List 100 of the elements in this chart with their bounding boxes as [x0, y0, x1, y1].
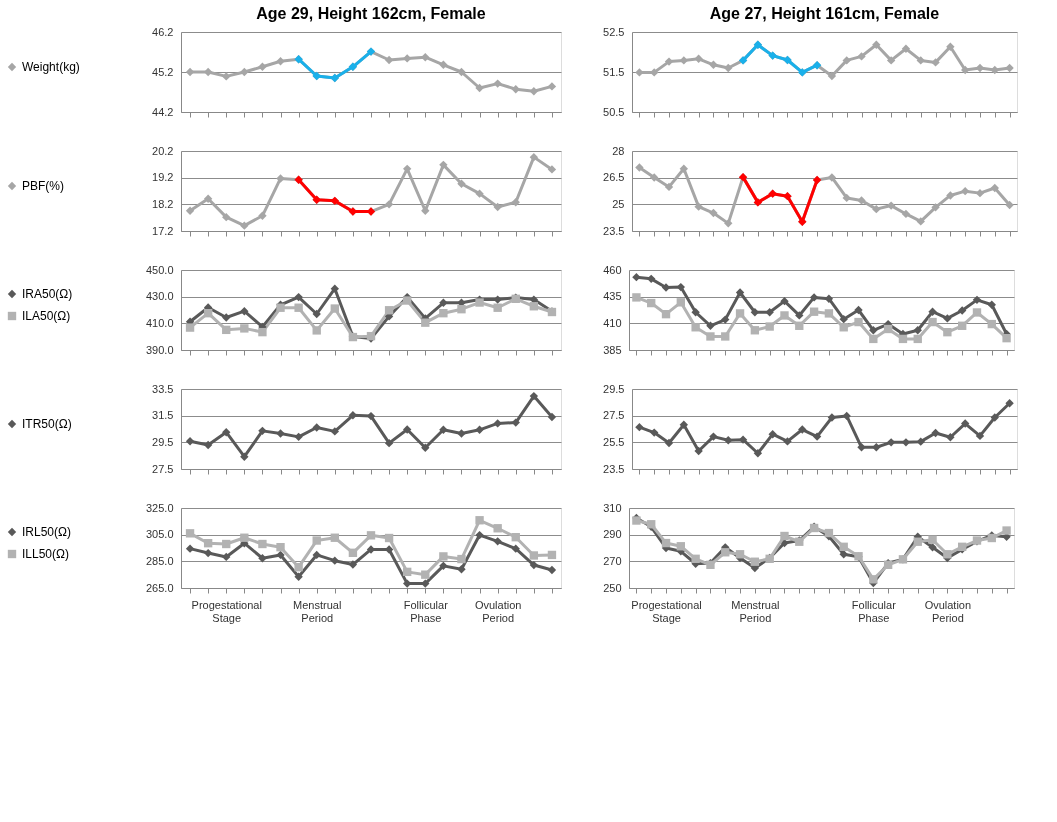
point	[650, 428, 659, 437]
legend-label: IRL50(Ω)	[22, 525, 71, 539]
point	[679, 420, 689, 429]
point	[972, 308, 982, 317]
point	[547, 412, 557, 422]
point	[957, 306, 967, 315]
point	[348, 560, 358, 569]
y-tick-label: 250	[603, 581, 622, 594]
legend-label: IRA50(Ω)	[22, 287, 73, 301]
point	[928, 307, 937, 316]
point	[694, 202, 703, 211]
point	[901, 209, 911, 219]
point	[916, 217, 925, 226]
point	[928, 535, 937, 544]
point	[839, 323, 848, 332]
point	[842, 411, 851, 421]
point	[632, 293, 641, 302]
point	[869, 575, 878, 584]
y-tick-label: 18.2	[152, 197, 174, 210]
point	[439, 160, 448, 170]
y-tick-label: 450.0	[145, 263, 174, 276]
point	[735, 309, 745, 318]
point	[842, 56, 851, 65]
point	[706, 321, 715, 330]
point	[529, 302, 539, 311]
point	[185, 544, 195, 553]
point	[972, 295, 982, 305]
point	[348, 548, 358, 557]
point	[931, 428, 940, 438]
point	[240, 67, 249, 77]
point	[203, 440, 213, 450]
point	[330, 556, 339, 565]
point	[960, 186, 970, 196]
point	[475, 83, 484, 93]
point	[330, 533, 339, 542]
point	[222, 313, 231, 322]
point	[943, 328, 952, 337]
point	[384, 200, 394, 209]
point	[753, 449, 763, 458]
point	[258, 62, 267, 71]
point	[780, 531, 789, 541]
y-tick-label: 29.5	[152, 435, 174, 448]
point	[547, 165, 557, 174]
point	[529, 560, 539, 570]
point	[694, 446, 703, 456]
point	[203, 539, 213, 548]
point	[457, 429, 466, 438]
point	[312, 550, 321, 560]
y-tick-label: 46.2	[152, 25, 174, 38]
point	[222, 72, 231, 81]
point	[403, 164, 412, 174]
point	[403, 54, 412, 63]
y-tick-label: 26.5	[603, 171, 625, 184]
point	[901, 44, 911, 53]
point	[258, 327, 267, 337]
point	[676, 542, 686, 551]
point	[661, 538, 671, 548]
point	[1005, 63, 1014, 73]
point	[403, 567, 412, 577]
point	[203, 309, 213, 318]
point	[724, 219, 733, 228]
point	[931, 58, 940, 67]
point	[664, 182, 674, 192]
point	[421, 443, 430, 452]
y-tick-label: 390.0	[145, 343, 174, 356]
point	[222, 539, 231, 549]
point	[798, 425, 807, 434]
point	[827, 173, 837, 182]
point	[750, 557, 760, 566]
point	[635, 163, 644, 172]
point	[185, 437, 195, 446]
y-tick-label: 28	[612, 144, 625, 157]
point	[240, 533, 249, 542]
point	[276, 57, 285, 66]
point	[457, 179, 466, 188]
chart-title: Age 29, Height 162cm, Female	[256, 5, 486, 22]
x-tick-label: Menstrual Period	[731, 598, 780, 624]
point	[650, 68, 659, 77]
point	[765, 322, 774, 331]
y-tick-label: 31.5	[152, 409, 174, 422]
point	[330, 427, 339, 436]
point	[824, 309, 834, 318]
point	[493, 202, 502, 212]
point	[913, 334, 922, 344]
point	[493, 79, 502, 88]
point	[366, 531, 376, 540]
point	[475, 189, 484, 198]
y-tick-label: 45.2	[152, 65, 174, 78]
point	[869, 334, 878, 344]
x-tick-label: Follicular Phase	[851, 598, 897, 624]
point	[312, 326, 321, 335]
x-tick-label: Ovulation Period	[924, 598, 972, 624]
point	[529, 87, 539, 96]
y-tick-label: 19.2	[152, 171, 174, 184]
point	[960, 65, 970, 75]
y-tick-label: 305.0	[145, 528, 174, 541]
point	[946, 191, 955, 200]
y-tick-label: 51.5	[603, 65, 625, 78]
y-tick-label: 44.2	[152, 105, 174, 118]
point	[928, 317, 937, 327]
